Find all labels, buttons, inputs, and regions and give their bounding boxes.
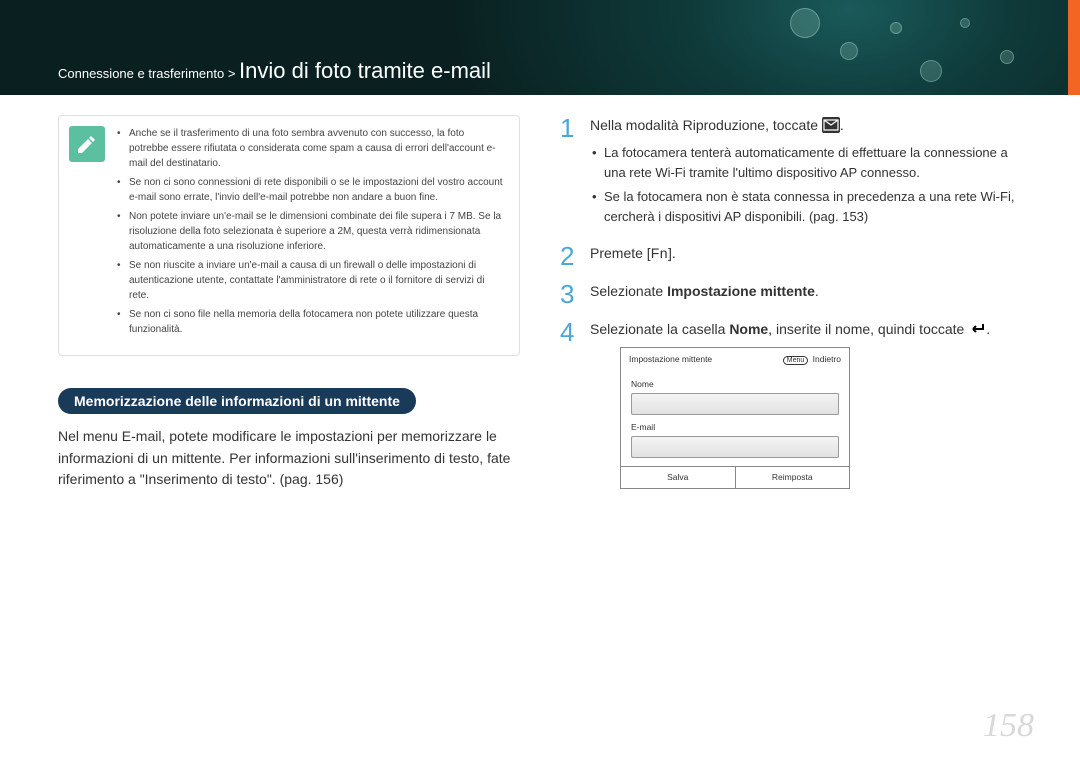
decoration-circle [920,60,942,82]
email-input-mock [631,436,839,458]
step-text: Premete [ [590,245,651,261]
decoration-circle [840,42,858,60]
fn-key-label: Fn [651,245,668,261]
screen-field-label: E-mail [631,421,839,434]
pencil-note-icon [69,126,105,162]
step-1: 1 Nella modalità Riproduzione, toccate .… [560,115,1022,231]
note-item: Se non ci sono file nella memoria della … [117,307,505,337]
step-text: . [986,321,990,337]
step-2: 2 Premete [Fn]. [560,243,1022,269]
step-text: Nella modalità Riproduzione, toccate [590,117,822,133]
step-3: 3 Selezionate Impostazione mittente. [560,281,1022,307]
section-heading-pill: Memorizzazione delle informazioni di un … [58,388,416,414]
name-input-mock [631,393,839,415]
step-4: 4 Selezionate la casella Nome, inserite … [560,319,1022,489]
note-box: Anche se il trasferimento di una foto se… [58,115,520,356]
screen-title: Impostazione mittente [629,353,712,367]
step-text: . [815,283,819,299]
step-bold: Impostazione mittente [667,283,815,299]
page-number: 158 [983,707,1034,745]
page-title: Invio di foto tramite e-mail [239,58,491,83]
save-button-mock: Salva [621,466,736,488]
note-item: Anche se il trasferimento di una foto se… [117,126,505,171]
step-number: 4 [560,319,578,489]
reset-button-mock: Reimposta [736,466,850,488]
decoration-circle [1000,50,1014,64]
breadcrumb: Connessione e trasferimento > Invio di f… [58,58,491,84]
back-label: Indietro [813,354,841,364]
note-item: Se non ci sono connessioni di rete dispo… [117,175,505,205]
step-text: , inserite il nome, quindi toccate [768,321,968,337]
step-number: 2 [560,243,578,269]
step-text: Selezionate la casella [590,321,729,337]
note-list: Anche se il trasferimento di una foto se… [117,126,505,341]
step-sub-item: Se la fotocamera non è stata connessa in… [590,187,1022,227]
screen-field-label: Nome [631,378,839,391]
decoration-circle [790,8,820,38]
intro-paragraph: Nel menu E-mail, potete modificare le im… [58,426,520,491]
step-number: 3 [560,281,578,307]
enter-icon [968,321,986,343]
step-text: ]. [668,245,676,261]
menu-badge: Menu [783,356,809,365]
note-item: Non potete inviare un'e-mail se le dimen… [117,209,505,254]
step-sub-item: La fotocamera tenterà automaticamente di… [590,143,1022,183]
step-bold: Nome [729,321,768,337]
breadcrumb-prefix: Connessione e trasferimento > [58,66,235,81]
screen-back: Menu Indietro [783,353,841,367]
orange-accent-bar [1068,0,1080,95]
step-text: . [840,117,844,133]
decoration-circle [960,18,970,28]
note-item: Se non riuscite a inviare un'e-mail a ca… [117,258,505,303]
email-icon [822,117,840,133]
step-number: 1 [560,115,578,231]
decoration-circle [890,22,902,34]
step-text: Selezionate [590,283,667,299]
camera-screen-mock: Impostazione mittente Menu Indietro Nome… [620,347,850,489]
